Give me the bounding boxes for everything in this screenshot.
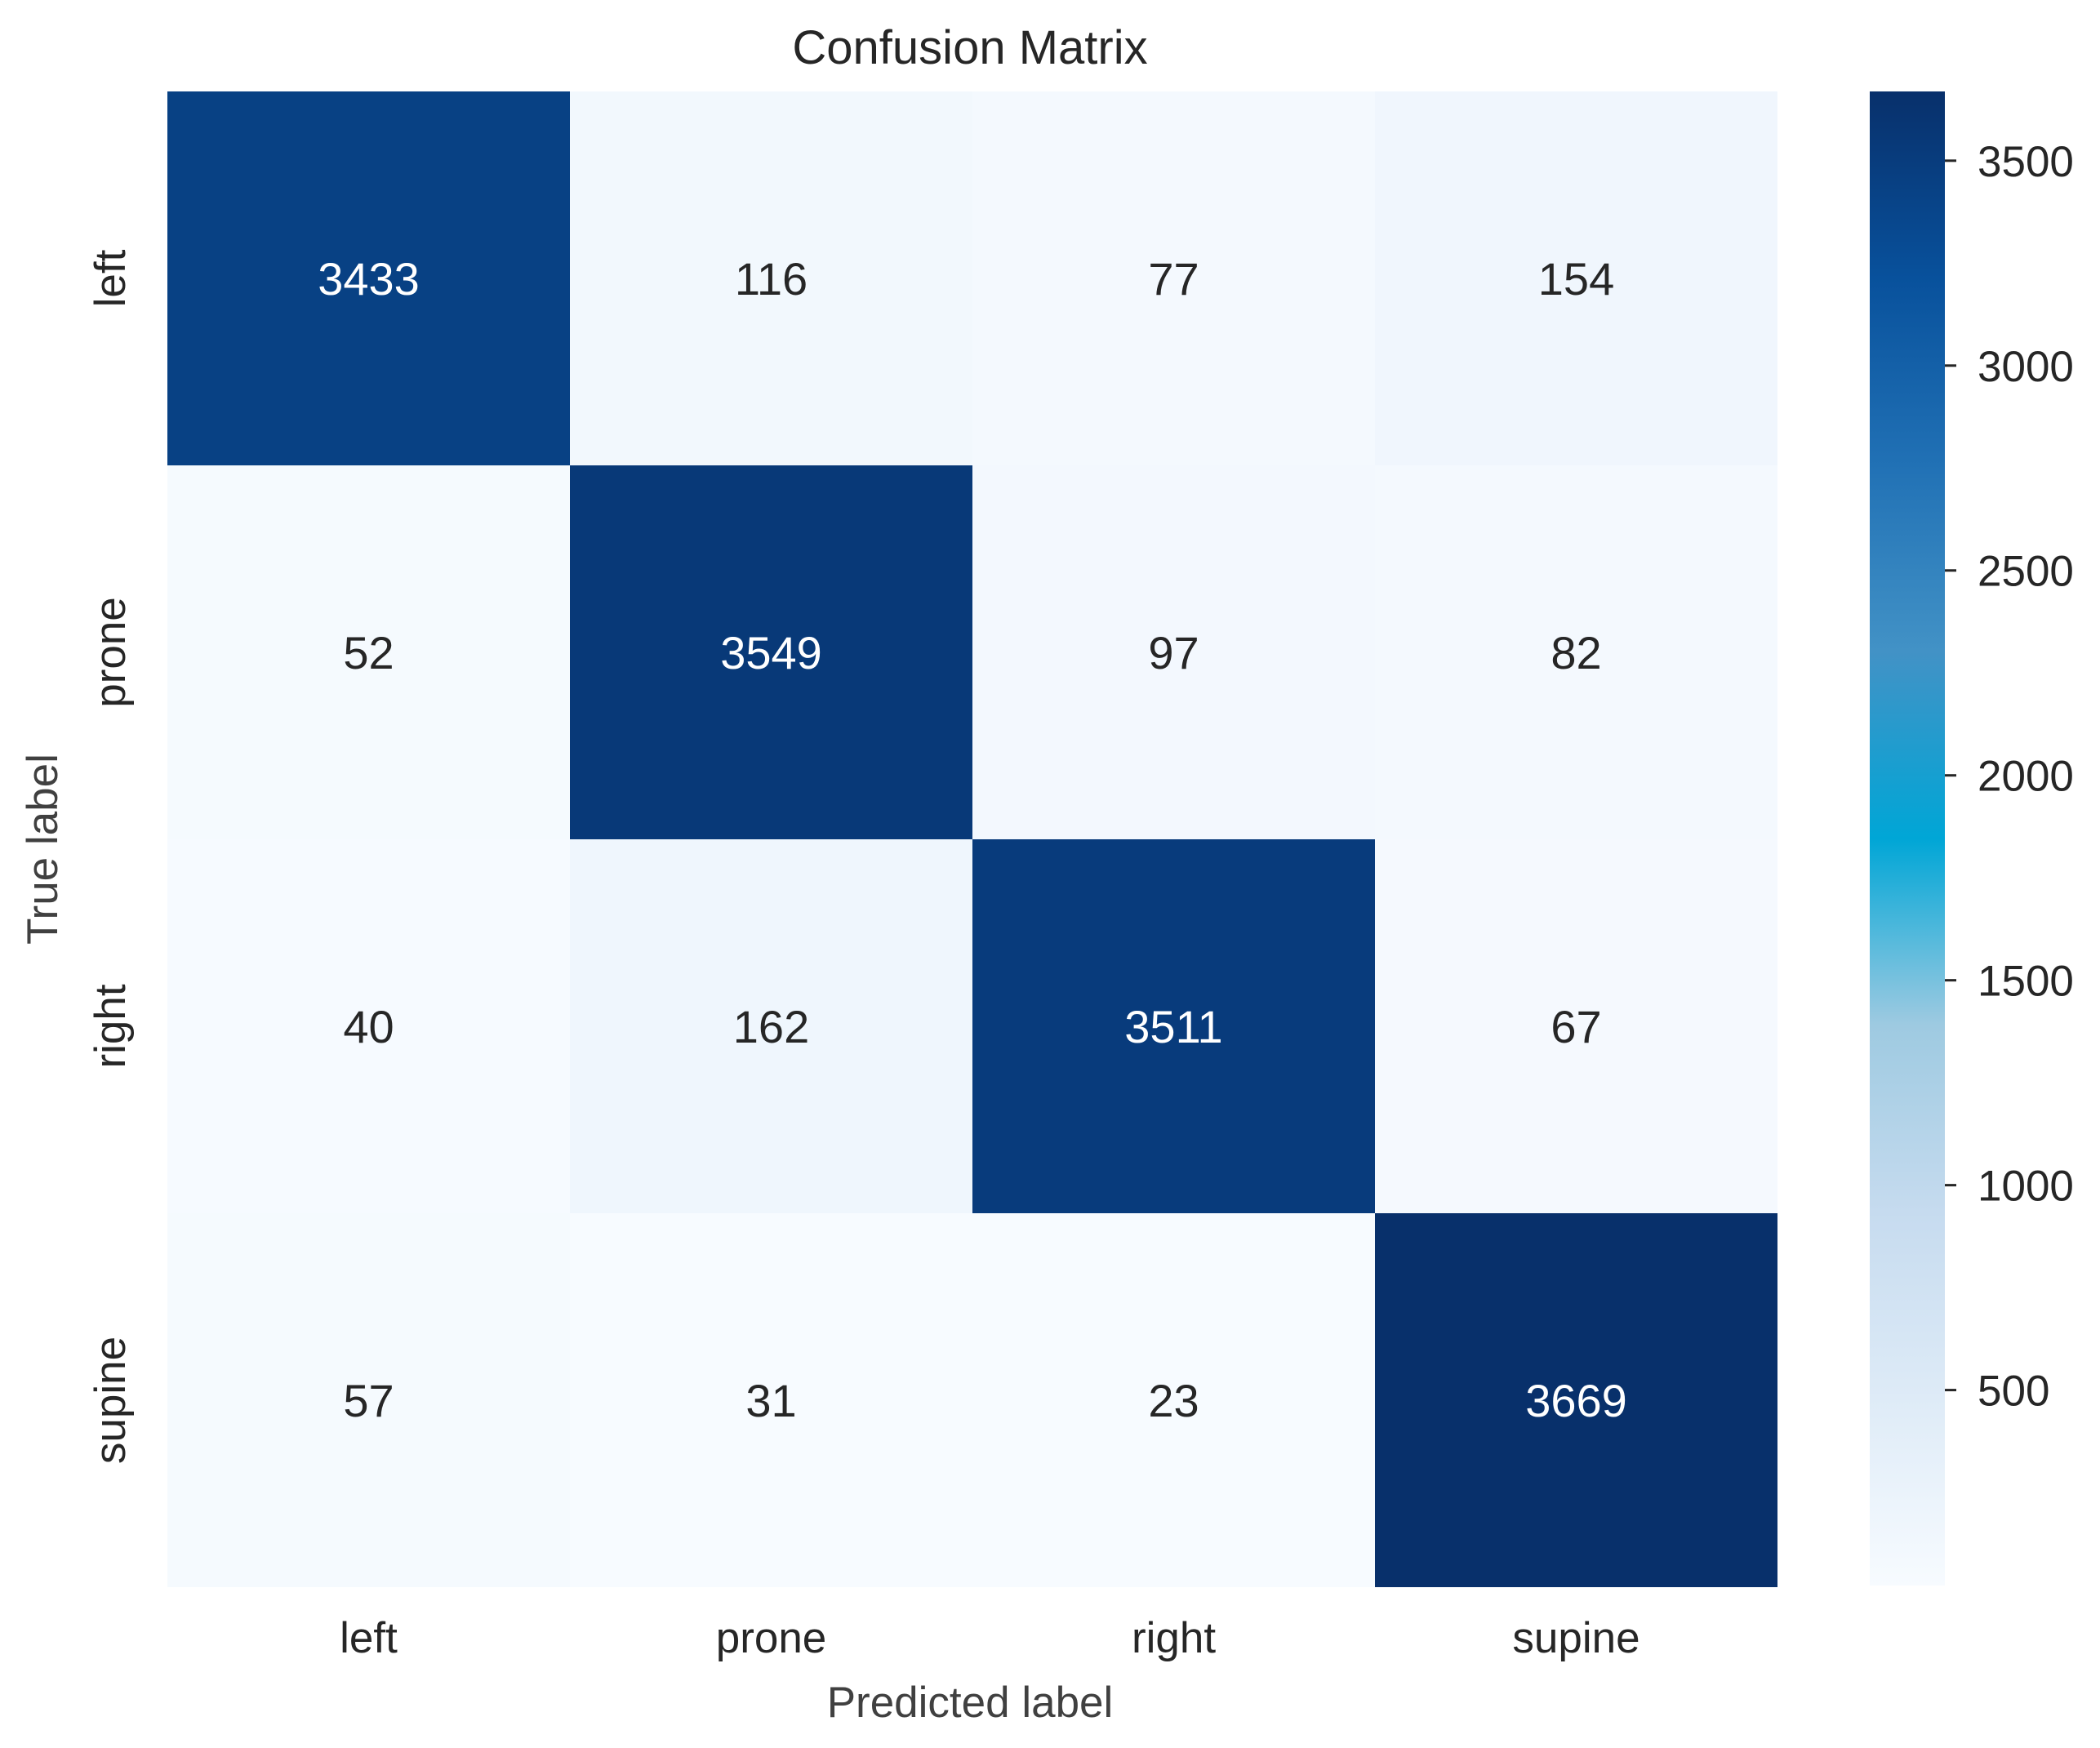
- cell-value-label: 23: [1148, 1375, 1199, 1426]
- colorbar-tick-label: 1500: [1978, 958, 2074, 1006]
- colorbar-tick-label: 3500: [1978, 138, 2074, 186]
- colorbar-tick-label: 2000: [1978, 753, 2074, 801]
- x-tick-label: prone: [716, 1614, 827, 1662]
- heatmap-cell: [972, 839, 1375, 1213]
- cell-value-label: 154: [1538, 253, 1614, 305]
- y-tick-label: prone: [87, 597, 135, 708]
- cell-value-label: 67: [1551, 1001, 1601, 1052]
- heatmap-cell: [167, 839, 570, 1213]
- heatmap-cell: [1375, 91, 1777, 465]
- chart-title: Confusion Matrix: [792, 21, 1147, 74]
- cell-value-label: 57: [343, 1375, 394, 1426]
- cell-value-label: 3433: [318, 253, 420, 305]
- heatmap-cell: [167, 1213, 570, 1587]
- colorbar-tick-label: 2500: [1978, 548, 2074, 596]
- x-tick-labels: left prone right supine: [340, 1614, 1640, 1662]
- y-tick-label: left: [87, 249, 135, 307]
- colorbar-tick-label: 500: [1978, 1368, 2049, 1416]
- y-axis-title: True label: [19, 754, 67, 945]
- cell-value-label: 3549: [720, 627, 822, 678]
- heatmap-cell: [972, 1213, 1375, 1587]
- heatmap-cell: [570, 465, 972, 839]
- heatmap-cell: [972, 91, 1375, 465]
- y-tick-labels: left prone right supine: [87, 249, 135, 1464]
- y-tick-label: supine: [87, 1337, 135, 1464]
- colorbar-tick-label: 3000: [1978, 343, 2074, 391]
- heatmap-cell: [1375, 465, 1777, 839]
- cell-value-label: 97: [1148, 627, 1199, 678]
- cell-value-label: 82: [1551, 627, 1601, 678]
- x-tick-label: left: [340, 1614, 398, 1662]
- heatmap-cell: [570, 91, 972, 465]
- heatmap-cell-labels: 3433 116 77 154 52 3549 97 82 40 162 3511 67 57 31 23 3…: [318, 253, 1627, 1426]
- heatmap-cell: [1375, 1213, 1777, 1587]
- heatmap-cell: [167, 465, 570, 839]
- colorbar-tick-label: 1000: [1978, 1163, 2074, 1211]
- cell-value-label: 162: [733, 1001, 809, 1052]
- colorbar: [1870, 91, 1945, 1586]
- cell-value-label: 52: [343, 627, 394, 678]
- cell-value-label: 31: [745, 1375, 796, 1426]
- x-axis-title: Predicted label: [827, 1679, 1114, 1727]
- cell-value-label: 40: [343, 1001, 394, 1052]
- heatmap-cell: [972, 465, 1375, 839]
- heatmap-cell: [570, 839, 972, 1213]
- heatmap-cells: [167, 91, 1777, 1587]
- cell-value-label: 116: [735, 253, 808, 305]
- x-tick-label: supine: [1512, 1614, 1640, 1662]
- heatmap-cell: [167, 91, 570, 465]
- cell-value-label: 3511: [1124, 1001, 1222, 1052]
- y-tick-label: right: [87, 984, 135, 1068]
- heatmap-cell: [570, 1213, 972, 1587]
- cell-value-label: 77: [1148, 253, 1199, 305]
- cell-value-label: 3669: [1525, 1375, 1627, 1426]
- heatmap-cell: [1375, 839, 1777, 1213]
- colorbar-ticks: 500 1000 1500 2000 2500 3000 3500: [1945, 138, 2074, 1416]
- x-tick-label: right: [1132, 1614, 1216, 1662]
